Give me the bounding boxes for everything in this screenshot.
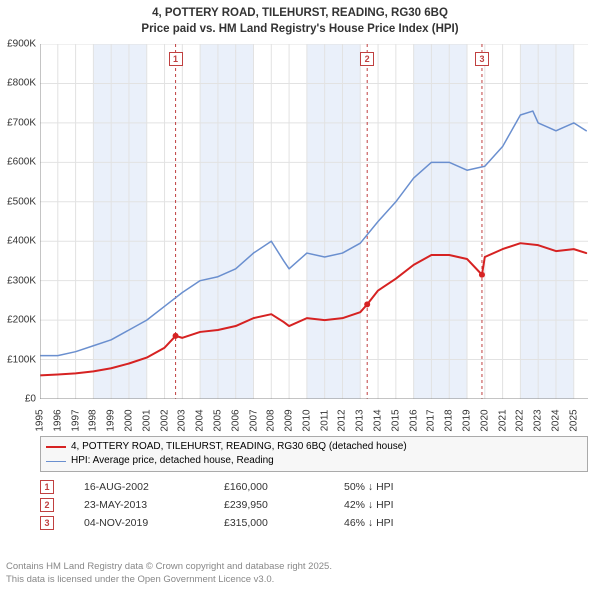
x-tick-label: 1995: [35, 409, 46, 431]
sale-date: 23-MAY-2013: [84, 499, 194, 511]
x-tick-label: 1996: [52, 409, 63, 431]
x-tick-label: 2017: [426, 409, 437, 431]
y-tick-label: £0: [25, 394, 36, 405]
x-tick-label: 2008: [266, 409, 277, 431]
y-tick-label: £700K: [7, 117, 36, 128]
legend-label: HPI: Average price, detached house, Read…: [71, 454, 274, 468]
x-tick-label: 1997: [70, 409, 81, 431]
x-tick-label: 2010: [301, 409, 312, 431]
price-chart: [40, 44, 588, 399]
x-tick-label: 2014: [373, 409, 384, 431]
chart-sale-marker: 3: [475, 52, 489, 66]
y-tick-label: £500K: [7, 196, 36, 207]
legend: 4, POTTERY ROAD, TILEHURST, READING, RG3…: [40, 436, 588, 472]
x-tick-label: 2002: [159, 409, 170, 431]
sale-price: £315,000: [224, 517, 314, 529]
y-tick-label: £300K: [7, 275, 36, 286]
x-tick-label: 2004: [195, 409, 206, 431]
x-tick-label: 1999: [106, 409, 117, 431]
x-tick-label: 2023: [533, 409, 544, 431]
x-tick-label: 2011: [319, 410, 330, 432]
sale-row: 1 16-AUG-2002 £160,000 50% ↓ HPI: [40, 480, 444, 494]
chart-sale-marker: 1: [169, 52, 183, 66]
x-tick-label: 2025: [568, 409, 579, 431]
x-tick-label: 2021: [497, 409, 508, 431]
y-tick-label: £100K: [7, 354, 36, 365]
sale-delta: 50% ↓ HPI: [344, 481, 444, 493]
x-tick-label: 2009: [284, 409, 295, 431]
sales-table: 1 16-AUG-2002 £160,000 50% ↓ HPI 2 23-MA…: [40, 480, 444, 534]
attribution-line: This data is licensed under the Open Gov…: [6, 574, 332, 586]
sale-row: 2 23-MAY-2013 £239,950 42% ↓ HPI: [40, 498, 444, 512]
x-tick-label: 2024: [550, 409, 561, 431]
chart-area: £0£100K£200K£300K£400K£500K£600K£700K£80…: [40, 44, 588, 399]
x-tick-label: 2020: [479, 409, 490, 431]
x-tick-label: 2000: [123, 409, 134, 431]
x-tick-label: 2005: [212, 409, 223, 431]
report-container: 4, POTTERY ROAD, TILEHURST, READING, RG3…: [0, 0, 600, 590]
sale-marker-icon: 3: [40, 516, 54, 530]
legend-swatch-icon: [46, 446, 66, 448]
x-tick-label: 2022: [515, 409, 526, 431]
y-tick-label: £600K: [7, 157, 36, 168]
sale-price: £239,950: [224, 499, 314, 511]
y-tick-label: £900K: [7, 39, 36, 50]
x-tick-label: 2015: [390, 409, 401, 431]
legend-item-paid: 4, POTTERY ROAD, TILEHURST, READING, RG3…: [46, 440, 582, 454]
legend-label: 4, POTTERY ROAD, TILEHURST, READING, RG3…: [71, 440, 407, 454]
x-tick-label: 2001: [141, 409, 152, 431]
sale-delta: 42% ↓ HPI: [344, 499, 444, 511]
x-tick-label: 2007: [248, 409, 259, 431]
x-tick-label: 2003: [177, 409, 188, 431]
sale-marker-icon: 2: [40, 498, 54, 512]
y-tick-label: £800K: [7, 78, 36, 89]
sale-delta: 46% ↓ HPI: [344, 517, 444, 529]
sale-price: £160,000: [224, 481, 314, 493]
title-line-2: Price paid vs. HM Land Registry's House …: [0, 22, 600, 38]
attribution-line: Contains HM Land Registry data © Crown c…: [6, 561, 332, 573]
x-tick-label: 2012: [337, 409, 348, 431]
attribution: Contains HM Land Registry data © Crown c…: [6, 561, 332, 586]
chart-title: 4, POTTERY ROAD, TILEHURST, READING, RG3…: [0, 0, 600, 37]
legend-swatch-icon: [46, 461, 66, 462]
x-tick-label: 2019: [462, 409, 473, 431]
y-tick-label: £200K: [7, 315, 36, 326]
x-tick-label: 2013: [355, 409, 366, 431]
sale-row: 3 04-NOV-2019 £315,000 46% ↓ HPI: [40, 516, 444, 530]
sale-date: 04-NOV-2019: [84, 517, 194, 529]
x-tick-label: 2006: [230, 409, 241, 431]
title-line-1: 4, POTTERY ROAD, TILEHURST, READING, RG3…: [0, 6, 600, 22]
legend-item-hpi: HPI: Average price, detached house, Read…: [46, 454, 582, 468]
sale-date: 16-AUG-2002: [84, 481, 194, 493]
x-tick-label: 2018: [444, 409, 455, 431]
chart-sale-marker: 2: [360, 52, 374, 66]
sale-marker-icon: 1: [40, 480, 54, 494]
x-tick-label: 1998: [88, 409, 99, 431]
y-tick-label: £400K: [7, 236, 36, 247]
x-tick-label: 2016: [408, 409, 419, 431]
